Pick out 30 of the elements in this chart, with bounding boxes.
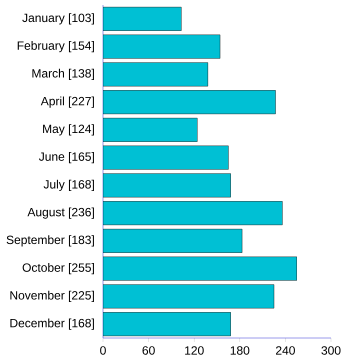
bar xyxy=(103,173,231,198)
bar xyxy=(103,228,242,253)
y-tick-label: January [103] xyxy=(22,13,94,24)
y-tick-label: August [236] xyxy=(27,208,94,219)
y-tick-label: May [124] xyxy=(43,124,94,136)
y-tick-label: March [138] xyxy=(32,68,94,80)
y-tick-label: April [227] xyxy=(40,96,94,108)
y-tick-label: September [183] xyxy=(6,235,94,246)
bar xyxy=(103,62,208,86)
x-tick-label: 300 xyxy=(321,346,341,355)
y-tick-label: October [255] xyxy=(22,263,94,274)
x-tick-label: 0 xyxy=(100,346,106,355)
y-tick-label: December [168] xyxy=(10,318,94,330)
bar xyxy=(103,312,231,336)
y-tick-label: November [225] xyxy=(10,290,94,302)
x-tick-label: 240 xyxy=(276,346,295,355)
y-tick-label: June [165] xyxy=(38,152,94,164)
x-tick-label: 120 xyxy=(185,346,204,355)
y-tick-label: February [154] xyxy=(18,41,94,52)
y-tick-label: July [168] xyxy=(44,180,94,191)
bar xyxy=(103,90,276,114)
bar xyxy=(103,201,283,226)
bar xyxy=(103,256,297,281)
bar xyxy=(103,284,274,308)
bar xyxy=(103,34,220,59)
bar xyxy=(103,146,229,170)
bar xyxy=(103,6,182,31)
bar xyxy=(103,118,198,142)
x-tick-label: 180 xyxy=(230,346,250,355)
x-tick-label: 60 xyxy=(142,346,155,355)
